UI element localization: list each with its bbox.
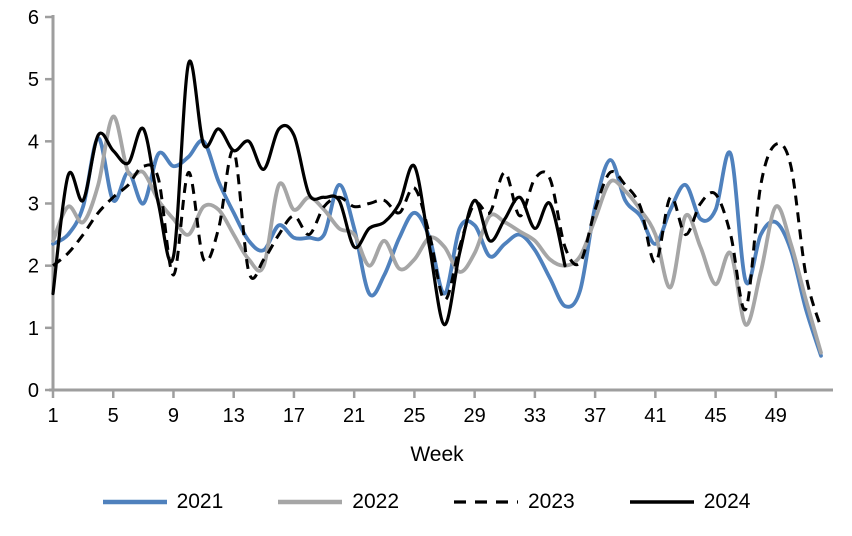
x-tick-label: 45	[704, 405, 726, 427]
legend-item-2022: 2022	[277, 490, 399, 514]
y-tick-label: 0	[28, 380, 39, 402]
x-tick-label: 29	[464, 405, 486, 427]
y-tick-label: 1	[28, 318, 39, 340]
series-2022-line	[51, 114, 823, 355]
chart-legend: 2021 2022 2023 2024	[0, 490, 852, 514]
x-tick-label: 49	[765, 405, 787, 427]
y-tick-label: 4	[28, 131, 39, 153]
series-2024-line	[51, 59, 567, 327]
x-tick-label: 9	[168, 405, 179, 427]
x-tick-label: 33	[524, 405, 546, 427]
x-tick-label: 17	[283, 405, 305, 427]
y-tick-label: 5	[28, 69, 39, 91]
y-tick-label: 3	[28, 194, 39, 216]
x-tick-label: 25	[403, 405, 425, 427]
x-tick-label: 5	[108, 405, 119, 427]
y-tick-label: 6	[28, 7, 39, 29]
x-axis-title: Week	[410, 443, 464, 466]
legend-label-2021: 2021	[176, 490, 224, 513]
legend-label-2022: 2022	[352, 490, 399, 513]
legend-item-2024: 2024	[629, 490, 751, 514]
legend-item-2021: 2021	[102, 490, 224, 514]
x-tick-label: 13	[223, 405, 245, 427]
legend-2022-line-sample	[278, 499, 343, 505]
y-tick-label: 2	[28, 256, 39, 278]
legend-2024-line-sample	[629, 500, 694, 504]
legend-item-2023: 2023	[453, 490, 575, 514]
legend-label-2023: 2023	[528, 490, 575, 513]
x-tick-label: 41	[644, 405, 666, 427]
legend-2021-line-sample	[102, 499, 167, 505]
x-tick-label: 1	[47, 405, 58, 427]
legend-label-2024: 2024	[703, 490, 751, 513]
x-tick-label: 37	[584, 405, 606, 427]
x-tick-label: 21	[343, 405, 365, 427]
series-2023-line	[52, 141, 823, 329]
legend-2023-line-sample	[454, 500, 518, 504]
